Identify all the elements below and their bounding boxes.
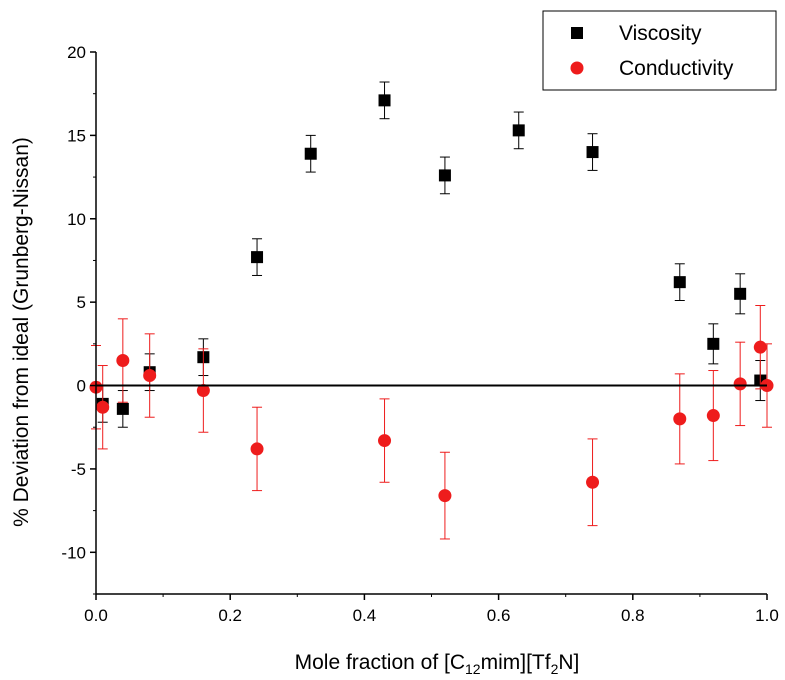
conductivity-series xyxy=(89,304,774,540)
conductivity-point xyxy=(706,409,720,423)
viscosity-point xyxy=(586,146,599,159)
x-axis-label: Mole fraction of [C12mim][Tf2N] xyxy=(295,651,580,677)
viscosity-point xyxy=(512,124,525,137)
x-tick-label: 1.0 xyxy=(755,606,779,625)
y-tick-label: 10 xyxy=(67,210,86,229)
conductivity-point xyxy=(378,434,392,448)
y-axis-label: % Deviation from ideal (Grunberg-Nissan) xyxy=(10,137,33,527)
legend-box xyxy=(542,10,777,91)
conductivity-point xyxy=(96,400,110,414)
legend-viscosity-marker xyxy=(571,27,583,39)
legend-conductivity-label: Conductivity xyxy=(619,57,734,80)
viscosity-point xyxy=(251,251,264,264)
viscosity-point xyxy=(673,276,686,289)
conductivity-point xyxy=(753,340,767,354)
x-tick-label: 0.8 xyxy=(621,606,645,625)
conductivity-point xyxy=(143,369,157,383)
y-tick-label: 20 xyxy=(67,43,86,62)
conductivity-point xyxy=(196,384,210,398)
x-tick-label: 0.2 xyxy=(218,606,242,625)
legend: Viscosity Conductivity xyxy=(542,10,777,91)
conductivity-point xyxy=(586,475,600,489)
viscosity-point xyxy=(707,337,720,350)
viscosity-point xyxy=(378,94,391,107)
viscosity-point xyxy=(438,169,451,182)
y-tick-label: 15 xyxy=(67,126,86,145)
x-tick-label: 0.0 xyxy=(84,606,108,625)
x-tick-label: 0.4 xyxy=(353,606,377,625)
y-tick-label: -10 xyxy=(61,543,86,562)
conductivity-point xyxy=(733,377,747,391)
legend-viscosity-label: Viscosity xyxy=(619,22,702,45)
viscosity-point xyxy=(304,147,317,160)
legend-conductivity-marker xyxy=(570,61,584,75)
viscosity-series xyxy=(96,81,767,428)
plot-marks xyxy=(89,81,774,540)
y-tick-label: 0 xyxy=(77,377,86,396)
viscosity-point xyxy=(734,287,747,300)
conductivity-point xyxy=(438,489,452,503)
y-tick-label: -5 xyxy=(71,460,86,479)
viscosity-point xyxy=(116,402,129,415)
conductivity-point xyxy=(250,442,264,456)
y-tick-label: 5 xyxy=(77,293,86,312)
x-tick-label: 0.6 xyxy=(487,606,511,625)
axes: -10 -5 0 5 10 15 20 0.0 0.2 0.4 0.6 0.8 1.0 xyxy=(61,43,778,625)
conductivity-point xyxy=(116,354,130,368)
conductivity-point xyxy=(673,412,687,426)
